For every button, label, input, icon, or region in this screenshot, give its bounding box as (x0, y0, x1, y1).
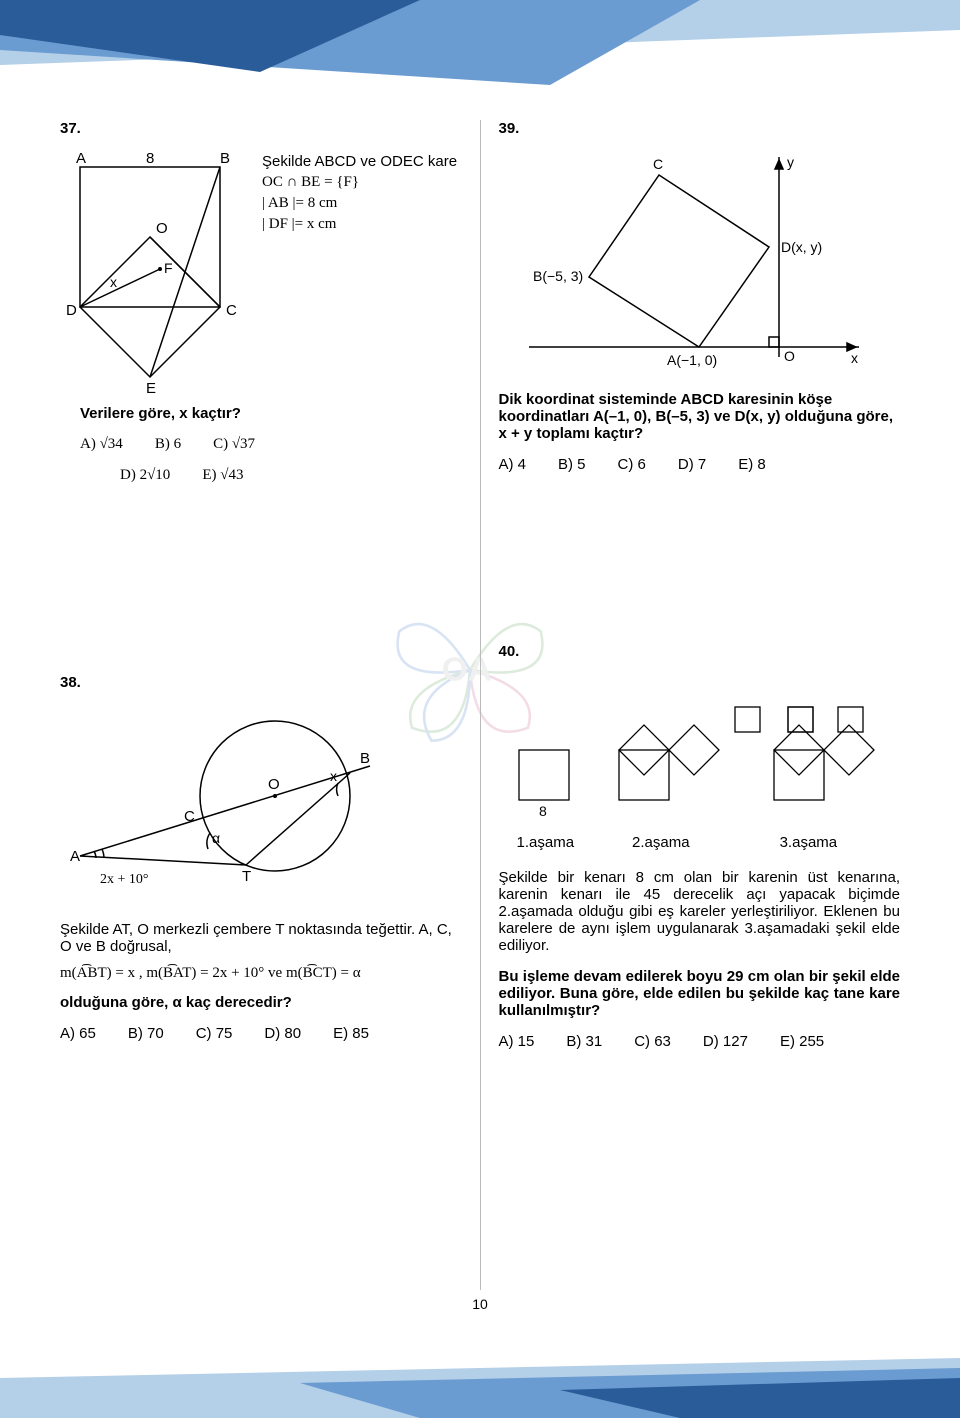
svg-text:y: y (787, 154, 794, 170)
q38-opt-a: A) 65 (60, 1025, 96, 1042)
svg-text:8: 8 (146, 150, 154, 167)
q37-opt-d: D) 2√10 (120, 467, 170, 484)
q40-stage1: 1.aşama (517, 834, 575, 851)
q37-opt-b: B) 6 (155, 436, 181, 453)
svg-text:x: x (110, 274, 117, 290)
svg-text:B: B (360, 750, 370, 767)
q40-opt-c: C) 63 (634, 1033, 671, 1050)
svg-text:D(x, y): D(x, y) (781, 239, 822, 255)
q39-opt-b: B) 5 (558, 456, 586, 473)
svg-text:2x + 10°: 2x + 10° (100, 872, 149, 887)
q37-number: 37. (60, 120, 462, 137)
q38-opt-e: E) 85 (333, 1025, 369, 1042)
header-decoration (0, 0, 960, 110)
q40-opt-d: D) 127 (703, 1033, 748, 1050)
svg-text:B: B (220, 150, 230, 167)
q37-line3: | AB |= 8 cm (262, 195, 457, 212)
page-number: 10 (60, 1296, 900, 1312)
svg-text:C: C (653, 156, 663, 172)
q40-para1: Şekilde bir kenarı 8 cm olan bir karenin… (499, 869, 901, 954)
svg-text:A(−1, 0): A(−1, 0) (667, 352, 717, 368)
q39-options: A) 4 B) 5 C) 6 D) 7 E) 8 (499, 456, 901, 473)
q40-opt-e: E) 255 (780, 1033, 824, 1050)
q39-opt-e: E) 8 (738, 456, 766, 473)
q39-opt-a: A) 4 (499, 456, 527, 473)
q39-prompt: Dik koordinat sisteminde ABCD karesinin … (499, 391, 901, 442)
q37-prompt: Verilere göre, x kaçtır? (80, 405, 462, 422)
right-column: 39. A(−1, 0) B(−5, 3) C D(x, y) O x y Di (481, 120, 901, 1290)
q40-stage3: 3.aşama (780, 834, 838, 851)
svg-text:T: T (242, 868, 251, 885)
q37-line4: | DF |= x cm (262, 216, 457, 233)
svg-text:O: O (268, 776, 280, 793)
q37-options-row1: A) √34 B) 6 C) √37 (80, 436, 462, 453)
svg-text:x: x (851, 350, 858, 366)
svg-text:x: x (330, 768, 337, 784)
svg-text:D: D (66, 302, 77, 319)
q39-number: 39. (499, 120, 901, 137)
svg-text:A: A (70, 848, 80, 865)
q37-opt-a: A) √34 (80, 436, 123, 453)
question-37: 37. A 8 B D C E (60, 120, 462, 484)
svg-text:F: F (164, 260, 173, 276)
q37-figure: A 8 B D C E O F x (60, 147, 250, 397)
q39-figure: A(−1, 0) B(−5, 3) C D(x, y) O x y (499, 147, 879, 377)
q37-line2: OC ∩ BE = {F} (262, 174, 457, 191)
svg-text:A: A (76, 150, 86, 167)
q38-opt-b: B) 70 (128, 1025, 164, 1042)
footer-decoration (0, 1348, 960, 1418)
question-38: 38. A B C O T x α (60, 674, 462, 1042)
q40-stage-labels: 1.aşama 2.aşama 3.aşama (517, 834, 901, 851)
q38-line2: m(A͡BT) = x , m(B͡AT) = 2x + 10° ve m(B͡… (60, 965, 462, 982)
svg-text:O: O (784, 348, 795, 364)
svg-text:O: O (156, 220, 168, 237)
q37-opt-e: E) √43 (202, 467, 243, 484)
question-39: 39. A(−1, 0) B(−5, 3) C D(x, y) O x y Di (499, 120, 901, 473)
q39-opt-c: C) 6 (618, 456, 646, 473)
svg-text:C: C (226, 302, 237, 319)
q38-prompt: olduğuna göre, α kaç derecedir? (60, 994, 462, 1011)
q37-opt-c: C) √37 (213, 436, 255, 453)
q37-given: Şekilde ABCD ve ODEC kare OC ∩ BE = {F} … (262, 147, 457, 233)
svg-text:8: 8 (539, 803, 547, 819)
q38-opt-d: D) 80 (264, 1025, 301, 1042)
q38-number: 38. (60, 674, 462, 691)
q39-opt-d: D) 7 (678, 456, 706, 473)
q37-options-row2: D) 2√10 E) √43 (120, 467, 462, 484)
q40-number: 40. (499, 643, 901, 660)
q38-line1: Şekilde AT, O merkezli çembere T noktası… (60, 921, 462, 955)
q38-figure: A B C O T x α 2x + 10° (60, 701, 400, 911)
q40-opt-b: B) 31 (566, 1033, 602, 1050)
q38-opt-c: C) 75 (196, 1025, 233, 1042)
page-content: 37. A 8 B D C E (60, 120, 900, 1330)
q40-opt-a: A) 15 (499, 1033, 535, 1050)
left-column: 37. A 8 B D C E (60, 120, 480, 1290)
svg-text:C: C (184, 808, 195, 825)
question-40: 40. 8 (499, 643, 901, 1050)
q40-para2: Bu işleme devam edilerek boyu 29 cm olan… (499, 968, 901, 1019)
svg-text:B(−5, 3): B(−5, 3) (533, 268, 583, 284)
q40-figure: 8 (499, 670, 899, 830)
q38-options: A) 65 B) 70 C) 75 D) 80 E) 85 (60, 1025, 462, 1042)
q40-options: A) 15 B) 31 C) 63 D) 127 E) 255 (499, 1033, 901, 1050)
svg-text:α: α (212, 830, 220, 846)
q40-stage2: 2.aşama (632, 834, 690, 851)
svg-text:E: E (146, 380, 156, 397)
q37-line1: Şekilde ABCD ve ODEC kare (262, 153, 457, 170)
